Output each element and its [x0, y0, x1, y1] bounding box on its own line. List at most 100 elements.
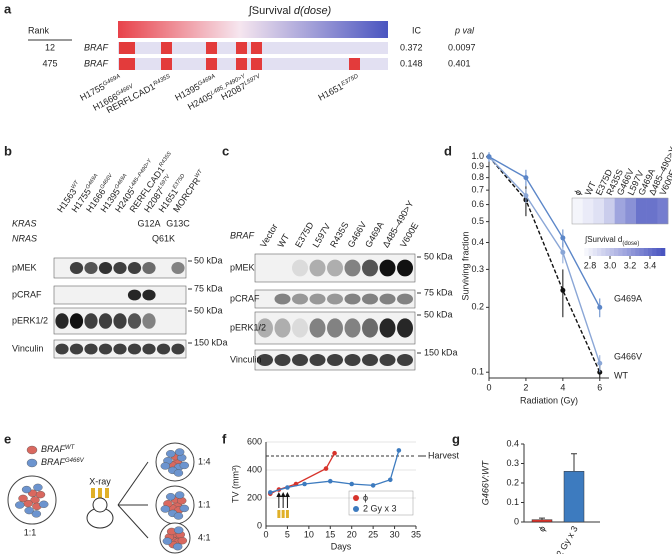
band: [142, 343, 156, 355]
series-line: [488, 156, 601, 364]
mutation-box: [124, 42, 135, 54]
arrow-head: [284, 492, 290, 497]
gradient-bar: [118, 21, 388, 38]
band: [397, 293, 413, 305]
xray-bar: [277, 510, 281, 518]
cell-line-name: H1651: [317, 82, 345, 103]
colorbar-step: [609, 248, 615, 256]
heatmap-cell: [572, 198, 583, 224]
mutation: G469A: [197, 73, 216, 87]
cell: [179, 504, 190, 513]
band: [156, 343, 171, 355]
cell-line-label: H1651E375D: [317, 73, 362, 103]
blot-label: pCRAF: [230, 293, 260, 303]
marker-label: 50 kDa: [424, 251, 453, 261]
legend-label: BRAFWT: [41, 444, 76, 454]
heatmap-heading: ∫Survival d(dose): [248, 5, 332, 17]
mutation-call: Q61K: [152, 233, 175, 243]
legend-marker: [353, 495, 359, 501]
band: [69, 262, 84, 274]
band: [344, 354, 361, 366]
bar: [531, 519, 553, 523]
marker-label: 50 kDa: [194, 305, 223, 315]
arrow-head: [276, 492, 282, 497]
column-header: IC: [412, 25, 422, 35]
data-point: [302, 481, 307, 487]
mutation-call: G13C: [166, 218, 190, 228]
ic-value: 0.148: [400, 58, 423, 68]
legend-box: [348, 490, 414, 516]
colorbar-step: [601, 248, 606, 256]
band: [292, 354, 308, 366]
panel-label: g: [452, 431, 460, 446]
data-point: [285, 485, 290, 490]
mutation: R435S: [159, 151, 174, 168]
colorbar-step: [635, 248, 640, 256]
heatmap-label: ϕ: [572, 188, 583, 197]
colorbar-step: [656, 248, 662, 256]
band: [84, 262, 98, 274]
data-point: [597, 360, 603, 366]
colorbar-step: [614, 248, 619, 256]
band: [113, 343, 127, 355]
title: ∫Survival d: [584, 235, 622, 244]
x-tick-label: 15: [325, 529, 335, 539]
band: [69, 313, 84, 329]
panel-label: a: [4, 1, 12, 16]
band: [127, 289, 142, 301]
heatmap-cell: [593, 198, 605, 224]
data-point: [560, 235, 566, 241]
cell: [21, 485, 32, 494]
mutation-box: [251, 42, 262, 54]
series-line: [270, 450, 400, 494]
y-tick-label: 0.1: [471, 367, 484, 377]
y-tick-label: 0.9: [471, 161, 484, 171]
band: [344, 293, 361, 305]
cell: [173, 469, 184, 477]
x-tick-label: 2: [523, 382, 528, 392]
band: [274, 293, 291, 305]
gene: BRAF: [41, 457, 66, 467]
legend-label: 2 Gy x 3: [363, 503, 397, 513]
band: [127, 343, 142, 355]
mutation: E375D: [340, 73, 360, 87]
x-tick-label: 4: [560, 382, 565, 392]
panel-label: d: [444, 143, 452, 158]
series-line: [488, 156, 601, 308]
band: [362, 354, 378, 366]
band: [142, 289, 156, 301]
colorbar-step: [605, 248, 611, 256]
band: [309, 318, 326, 338]
band: [127, 262, 142, 274]
mutation-box: [236, 42, 247, 54]
y-tick-label: 1.0: [471, 151, 484, 161]
band: [309, 259, 326, 277]
colorbar-step: [618, 248, 623, 256]
y-tick-label: 0: [257, 520, 262, 530]
mouse-head: [92, 497, 108, 513]
bar: [563, 471, 585, 523]
blot-label: pERK1/2: [12, 315, 48, 325]
cell: [166, 493, 176, 501]
ratio-label: 1:1: [198, 499, 211, 509]
heatmap-cell: [646, 198, 658, 224]
blot: [254, 289, 416, 309]
cell: [179, 461, 190, 470]
data-point: [560, 287, 566, 293]
colorbar-step: [622, 248, 628, 256]
cell: [166, 450, 176, 458]
y-tick-label: 0: [514, 516, 519, 526]
gene-label: BRAF: [230, 230, 255, 240]
x-axis-label: Radiation (Gy): [520, 395, 578, 405]
xray-bar: [105, 488, 109, 498]
xray-bar: [285, 510, 289, 518]
y-tick-label: 0.5: [471, 216, 484, 226]
band: [55, 343, 69, 355]
band: [327, 259, 343, 277]
y-tick-label: 0.6: [471, 199, 484, 209]
colorbar-step: [626, 248, 632, 256]
band: [257, 354, 273, 366]
x-tick-label: 5: [285, 529, 290, 539]
mutation: E375D: [172, 173, 187, 190]
